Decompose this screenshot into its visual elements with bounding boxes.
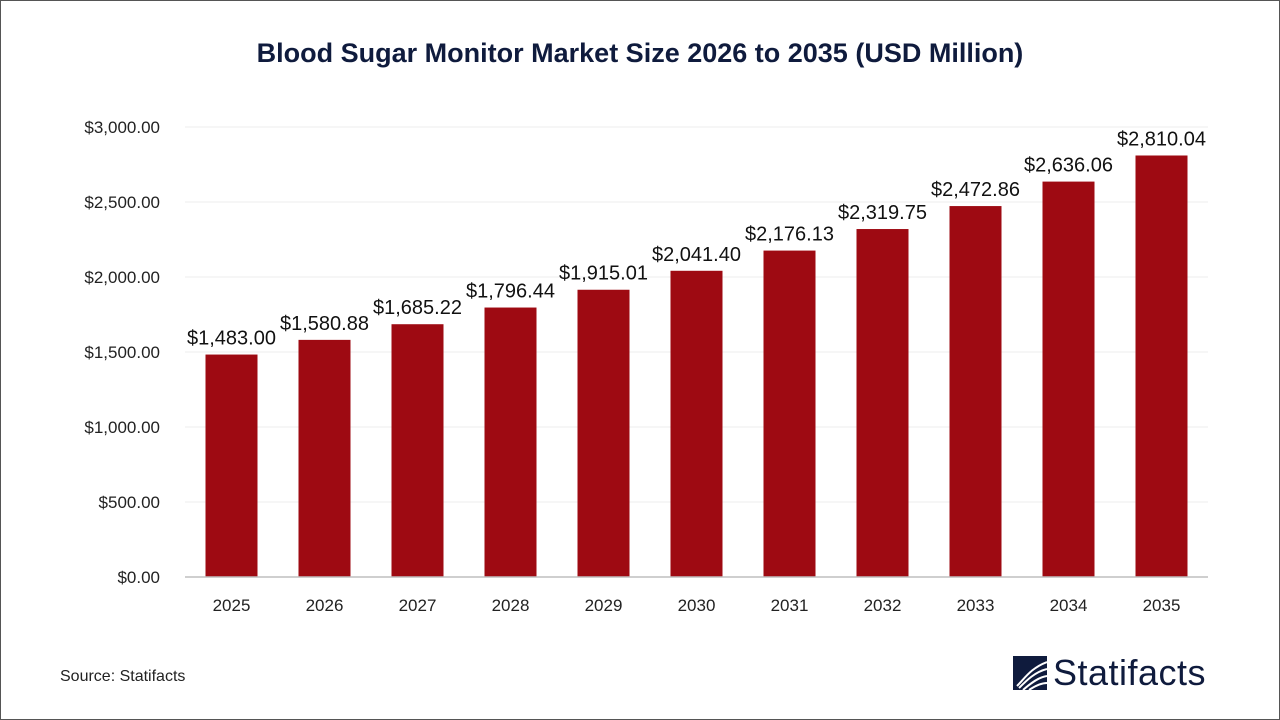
x-tick-label: 2033 — [957, 596, 995, 615]
y-tick-label: $2,000.00 — [84, 268, 160, 287]
x-tick-label: 2027 — [399, 596, 437, 615]
source-note: Source: Statifacts — [60, 668, 186, 685]
statifacts-logo-icon — [1013, 656, 1047, 690]
data-label: $1,685.22 — [373, 297, 462, 319]
bar — [856, 229, 909, 577]
y-tick-label: $2,500.00 — [84, 193, 160, 212]
data-label: $2,041.40 — [652, 244, 741, 266]
bar — [1135, 155, 1188, 577]
x-tick-label: 2032 — [864, 596, 902, 615]
y-tick-label: $1,500.00 — [84, 343, 160, 362]
data-label: $1,483.00 — [187, 328, 276, 350]
data-label: $1,796.44 — [466, 281, 555, 303]
bar — [205, 354, 258, 577]
bar — [1042, 181, 1095, 577]
y-tick-label: $3,000.00 — [84, 118, 160, 137]
logo-text: Statifacts — [1053, 652, 1207, 693]
data-label: $2,176.13 — [745, 224, 834, 246]
bar — [298, 339, 351, 577]
bar — [763, 250, 816, 577]
x-tick-label: 2026 — [306, 596, 344, 615]
data-label: $2,810.04 — [1117, 128, 1206, 150]
bar — [670, 270, 723, 577]
bar — [484, 307, 537, 577]
chart-title: Blood Sugar Monitor Market Size 2026 to … — [256, 38, 1024, 68]
data-label: $1,580.88 — [280, 313, 369, 335]
x-tick-label: 2025 — [213, 596, 251, 615]
x-tick-label: 2035 — [1143, 596, 1181, 615]
x-tick-label: 2029 — [585, 596, 623, 615]
x-tick-label: 2030 — [678, 596, 716, 615]
x-tick-label: 2028 — [492, 596, 530, 615]
data-label: $2,636.06 — [1024, 155, 1113, 177]
bar — [577, 289, 630, 577]
y-tick-label: $1,000.00 — [84, 418, 160, 437]
data-label: $2,319.75 — [838, 202, 927, 224]
x-tick-label: 2031 — [771, 596, 809, 615]
bar — [949, 206, 1002, 578]
data-label: $2,472.86 — [931, 179, 1020, 201]
statifacts-logo: Statifacts — [1013, 652, 1206, 694]
bar — [391, 324, 444, 577]
y-tick-label: $0.00 — [117, 568, 160, 587]
data-label: $1,915.01 — [559, 263, 648, 285]
y-tick-label: $500.00 — [99, 493, 160, 512]
x-tick-label: 2034 — [1050, 596, 1088, 615]
